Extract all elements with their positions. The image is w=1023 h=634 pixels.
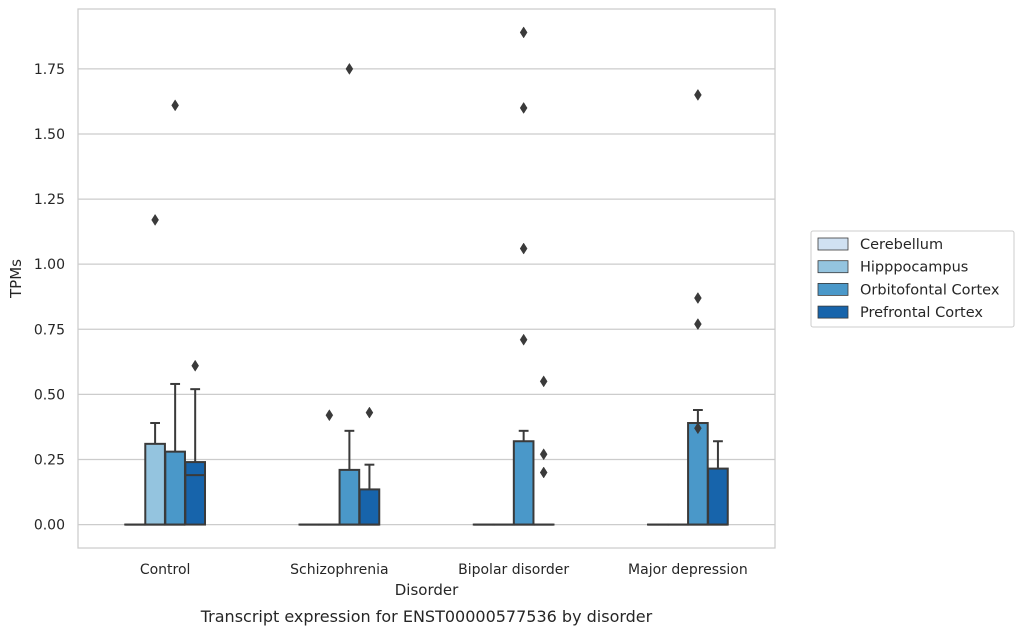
box-group — [532, 375, 555, 526]
legend-label: Prefrontal Cortex — [860, 305, 983, 321]
box-iqr — [687, 422, 709, 526]
x-axis-ticks: Control Schizophrenia Bipolar disorder Majo… — [140, 562, 748, 578]
outlier-point — [694, 292, 702, 304]
y-tick-label: 1.75 — [34, 62, 65, 78]
legend-swatch — [817, 282, 849, 296]
y-tick-label: 1.00 — [34, 257, 65, 273]
box-group — [512, 26, 535, 526]
legend-frame — [810, 230, 1015, 328]
box-iqr — [164, 450, 186, 526]
legend-label: Orbitofontal Cortex — [860, 282, 1000, 298]
y-tick-label: 1.50 — [34, 127, 65, 143]
y-tick-label: 0.75 — [34, 322, 65, 338]
legend-swatch — [817, 260, 849, 274]
outlier-point — [694, 318, 702, 331]
legend-swatch — [817, 305, 849, 319]
y-tick-label: 0.50 — [34, 387, 65, 403]
outlier-point — [345, 62, 354, 75]
legend: Cerebellum Hipppocampus Orbitofontal Corte… — [810, 230, 1015, 328]
outlier-point — [171, 99, 179, 112]
outlier-point — [519, 26, 528, 39]
x-tick-label: Major depression — [628, 562, 748, 578]
x-tick-label: Schizophrenia — [290, 562, 388, 578]
y-tick-label: 1.25 — [34, 192, 65, 208]
y-tick-label: 0.00 — [34, 518, 65, 534]
outlier-point — [694, 88, 702, 101]
box-group — [707, 440, 729, 526]
box-iqr — [184, 461, 207, 526]
y-tick-label: 0.25 — [34, 452, 65, 468]
box-group — [358, 406, 381, 526]
box-iqr — [512, 440, 535, 526]
box-iqr — [144, 442, 166, 526]
outlier-point — [191, 359, 199, 372]
boxes — [124, 26, 729, 526]
legend-swatch — [817, 237, 849, 251]
x-tick-label: Bipolar disorder — [458, 562, 569, 578]
outlier-point — [519, 101, 528, 114]
outlier-point — [325, 409, 334, 422]
box-group — [318, 409, 341, 526]
plot-area — [77, 8, 776, 549]
y-axis-title: TPMs — [7, 259, 25, 299]
box-group — [184, 359, 207, 526]
box-iqr — [338, 468, 361, 526]
x-axis-title: Disorder — [395, 581, 459, 599]
legend-label: Cerebellum — [860, 237, 943, 253]
outlier-point — [539, 448, 548, 461]
legend-label: Hipppocampus — [860, 260, 968, 276]
outlier-point — [519, 333, 528, 346]
outlier-point — [539, 466, 548, 479]
outlier-point — [151, 213, 159, 226]
outlier-point — [539, 375, 548, 388]
box-iqr — [707, 467, 729, 526]
box-group — [338, 62, 361, 526]
outlier-point — [694, 422, 702, 435]
x-tick-label: Control — [140, 562, 191, 578]
y-axis-ticks: 0.00 0.25 0.50 0.75 1.00 1.25 1.50 1.75 — [34, 62, 65, 534]
box-group — [687, 88, 709, 526]
outlier-point — [365, 406, 374, 419]
outlier-point — [519, 242, 528, 255]
box-iqr — [358, 488, 381, 526]
figure-caption: Transcript expression for ENST0000057753… — [200, 607, 653, 626]
